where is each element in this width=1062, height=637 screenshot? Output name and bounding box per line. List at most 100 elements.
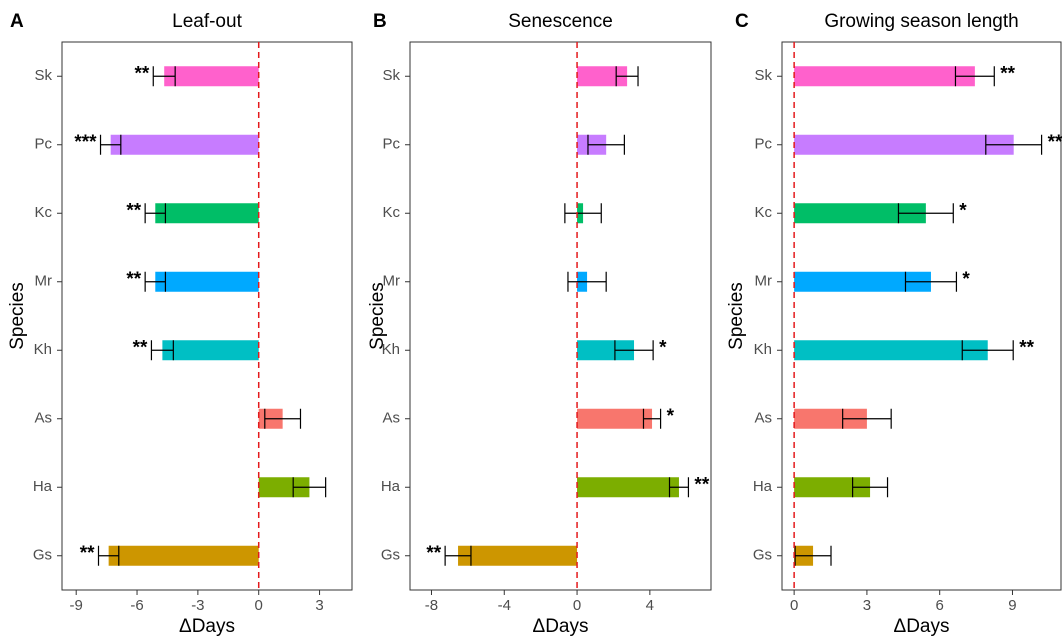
error-bar [567,271,607,292]
bar [577,340,635,361]
error-bar [904,271,958,292]
bar [794,203,926,224]
y-tick-label: Sk [34,67,52,84]
y-tick-label: Kc [754,204,772,221]
x-tick-label: -9 [70,597,83,614]
y-tick-label: Kc [34,204,52,221]
error-bar [842,408,892,429]
x-tick-label: 3 [315,597,323,614]
significance: * [959,200,967,221]
x-tick-label: 6 [936,597,944,614]
y-axis-label: Species [7,282,28,350]
error-bar [614,340,654,361]
y-tick-label: Kh [34,341,52,358]
bar [258,477,310,498]
error-bar [564,203,602,224]
significance: ** [1019,337,1034,358]
panel-title: Senescence [508,11,613,32]
error-bar [144,271,167,292]
x-tick-label: -6 [130,597,143,614]
y-tick-label: Ha [381,478,401,495]
significance: ** [134,63,149,84]
significance: ** [133,337,148,358]
x-tick-label: 0 [255,597,263,614]
significance: *** [74,132,97,153]
error-bar [587,134,625,155]
y-axis-label: Species [367,282,388,350]
bar [794,408,867,429]
bar [164,66,259,87]
x-tick-label: 4 [646,597,654,614]
x-axis-label: ΔDays [533,616,589,637]
significance: ** [1048,132,1062,153]
panel-letter: A [10,11,24,32]
y-axis-label: Species [726,282,747,350]
bar [162,340,259,361]
bar [155,271,259,292]
panel-title: Growing season length [824,11,1018,32]
y-tick-label: Kh [382,341,400,358]
x-tick-label: 9 [1008,597,1016,614]
error-bar [97,545,120,566]
y-tick-label: Mr [35,273,53,290]
y-tick-label: Ha [753,478,773,495]
panel-title: Leaf-out [172,11,242,32]
y-tick-label: Pc [754,136,772,153]
bar [794,134,1014,155]
x-tick-label: -8 [425,597,438,614]
error-bar [897,203,954,224]
y-tick-label: As [382,410,400,427]
error-bar [444,545,472,566]
error-bar [264,408,302,429]
error-bar [642,408,662,429]
y-tick-label: Kc [382,204,400,221]
error-bar [99,134,122,155]
y-tick-label: Ha [33,478,53,495]
y-tick-label: Sk [382,67,400,84]
bar [108,545,259,566]
error-bar [615,66,639,87]
significance: ** [426,543,441,564]
panel-letter: B [373,11,387,32]
bar [577,408,653,429]
error-bar [794,545,832,566]
plot-panel [61,41,353,591]
error-bar [150,340,174,361]
bar [794,66,975,87]
plot-panel [781,41,1062,591]
y-tick-label: As [754,410,772,427]
bar [110,134,259,155]
plot-panel [409,41,712,591]
error-bar [668,477,690,498]
panel-letter: C [735,11,749,32]
y-tick-label: Gs [753,547,772,564]
bar [794,271,931,292]
bar [577,66,628,87]
x-tick-label: -3 [191,597,204,614]
y-tick-label: Mr [755,273,773,290]
significance: ** [80,543,95,564]
y-tick-label: Sk [754,67,772,84]
error-bar [152,66,176,87]
bar [458,545,578,566]
error-bar [292,477,327,498]
significance: ** [1000,63,1015,84]
significance: * [667,406,675,427]
error-bar [851,477,889,498]
y-tick-label: Gs [33,547,52,564]
x-axis-label: ΔDays [894,616,950,637]
error-bar [144,203,167,224]
bar [794,477,871,498]
x-tick-label: 0 [573,597,581,614]
error-bar [985,134,1043,155]
y-tick-label: Gs [381,547,400,564]
x-tick-label: 3 [863,597,871,614]
significance: * [659,337,667,358]
bar [155,203,259,224]
significance: * [962,269,970,290]
significance: ** [694,474,709,495]
significance: ** [126,269,141,290]
bar [794,340,988,361]
y-tick-label: Pc [34,136,52,153]
